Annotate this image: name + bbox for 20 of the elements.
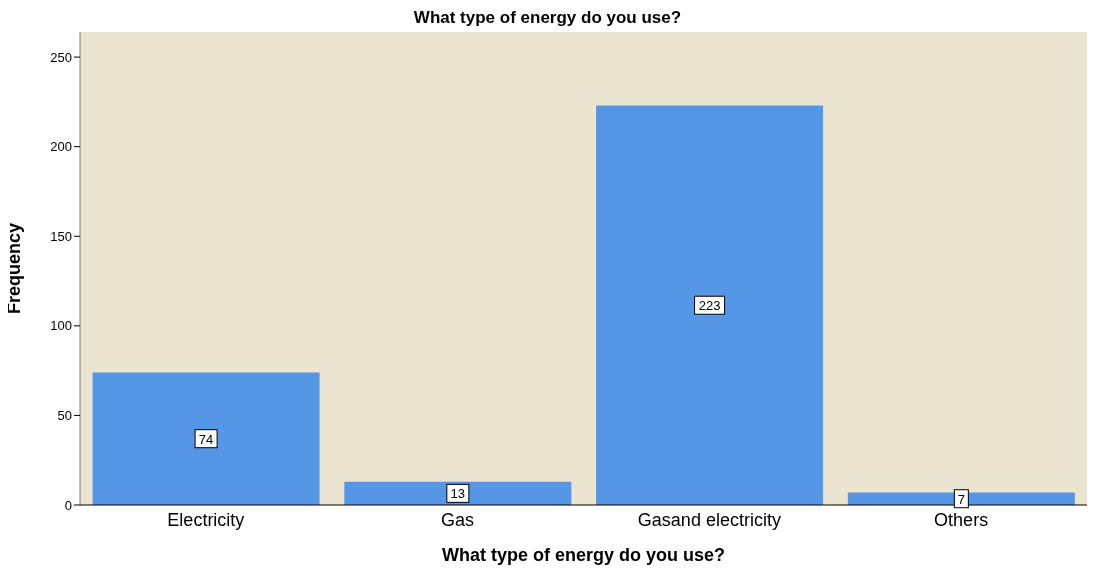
y-tick-label: 0 bbox=[64, 497, 72, 513]
data-label: 223 bbox=[698, 298, 721, 314]
data-label: 7 bbox=[957, 491, 965, 507]
x-tick-label: Gasand electricity bbox=[637, 509, 781, 530]
bar bbox=[596, 105, 824, 505]
x-tick-label: Others bbox=[934, 509, 989, 530]
bar bbox=[344, 481, 572, 505]
y-tick-label: 100 bbox=[50, 318, 72, 334]
data-label: 13 bbox=[450, 486, 466, 502]
y-tick-label: 200 bbox=[50, 139, 72, 155]
chart-title: What type of energy do you use? bbox=[412, 8, 683, 29]
y-tick-label: 50 bbox=[57, 408, 72, 424]
y-tick-label: 250 bbox=[50, 49, 72, 65]
y-tick-label: 150 bbox=[50, 228, 72, 244]
y-axis-title: Frequency bbox=[4, 222, 25, 315]
x-tick-label: Electricity bbox=[167, 509, 245, 530]
x-axis-title: What type of energy do you use? bbox=[441, 545, 726, 565]
data-label: 74 bbox=[198, 431, 214, 447]
bar bbox=[92, 372, 320, 505]
x-tick-label: Gas bbox=[441, 509, 475, 530]
